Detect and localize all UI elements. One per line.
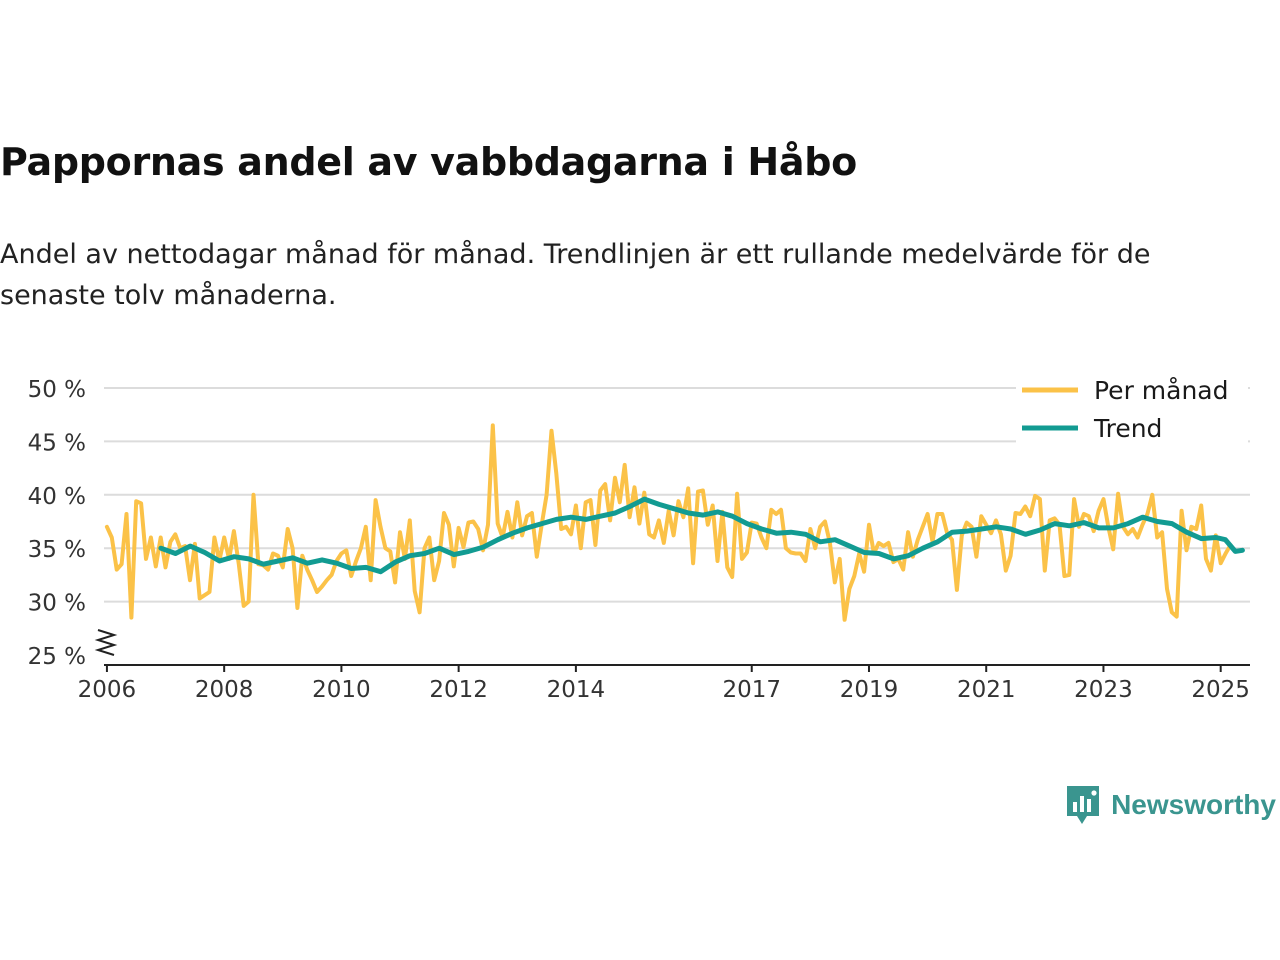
brand-name: Newsworthy xyxy=(1111,789,1276,820)
legend-background xyxy=(1016,372,1248,454)
plot-area xyxy=(104,423,1245,622)
legend-label-per-manad: Per månad xyxy=(1094,376,1229,405)
legend-label-trend: Trend xyxy=(1093,414,1162,443)
line-chart: 25 % 30 % 35 % 40 % 45 % 50 % 2006 2008 2010 201… xyxy=(28,372,1250,703)
x-tick-label: 2019 xyxy=(840,677,899,703)
y-tick-label: 45 % xyxy=(28,430,86,456)
y-axis-break-icon xyxy=(94,629,118,656)
x-tick-label: 2021 xyxy=(957,677,1016,703)
chart-title: Pappornas andel av vabbdagarna i Håbo xyxy=(0,140,857,184)
x-tick-label: 2010 xyxy=(312,677,371,703)
x-tick-label: 2025 xyxy=(1191,677,1250,703)
y-tick-label: 50 % xyxy=(28,377,86,403)
series-line-trend xyxy=(158,496,1245,575)
legend: Per månad Trend xyxy=(1016,372,1248,454)
y-axis-tick-labels: 25 % 30 % 35 % 40 % 45 % 50 % xyxy=(28,377,86,670)
x-axis: 2006 2008 2010 2012 2014 2017 2019 2021 2023 2025 xyxy=(78,629,1250,703)
x-tick-label: 2012 xyxy=(429,677,488,703)
x-tick-label: 2008 xyxy=(195,677,254,703)
chart-subtitle: Andel av nettodagar månad för månad. Tre… xyxy=(0,239,1151,311)
x-tick-label: 2014 xyxy=(547,677,606,703)
x-tick-label: 2017 xyxy=(722,677,781,703)
x-tick-label: 2023 xyxy=(1074,677,1133,703)
series-line-per-manad xyxy=(104,423,1233,622)
x-tick-label: 2006 xyxy=(78,677,137,703)
y-tick-label: 25 % xyxy=(28,644,86,670)
y-tick-label: 40 % xyxy=(28,484,86,510)
y-tick-label: 30 % xyxy=(28,591,86,617)
y-tick-label: 35 % xyxy=(28,537,86,563)
newsworthy-logo-icon xyxy=(1067,786,1100,824)
brand-logo: Newsworthy xyxy=(1065,784,1276,826)
